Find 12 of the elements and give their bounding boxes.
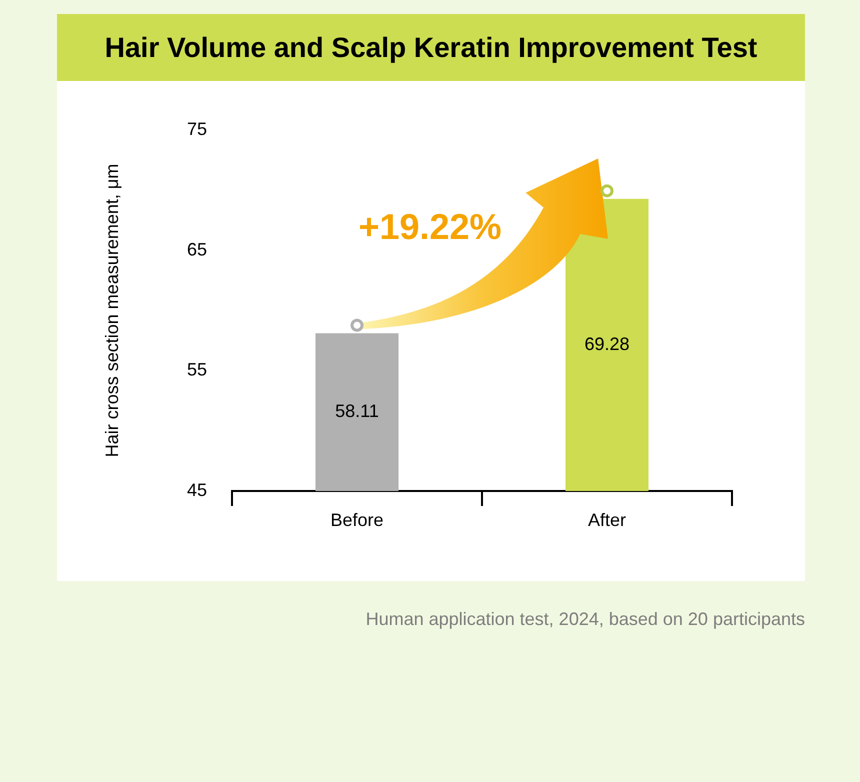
y-axis-title: Hair cross section measurement, μm	[102, 164, 122, 458]
y-tick-label: 55	[186, 360, 207, 380]
annotation: +19.22%	[358, 206, 502, 248]
chart-title: Hair Volume and Scalp Keratin Improvement Test	[104, 32, 758, 64]
text: Human application test, 2024, based on 20 participants	[364, 608, 805, 631]
y-tick-label: 75	[186, 118, 207, 139]
data-label: 58.11	[335, 401, 379, 422]
x-tick-label: After	[588, 510, 626, 530]
data-label: 69.28	[584, 334, 630, 354]
x-tick-label: Before	[330, 510, 384, 530]
y-tick-label: 45	[186, 480, 207, 500]
y-tick-label: 65	[186, 239, 207, 260]
